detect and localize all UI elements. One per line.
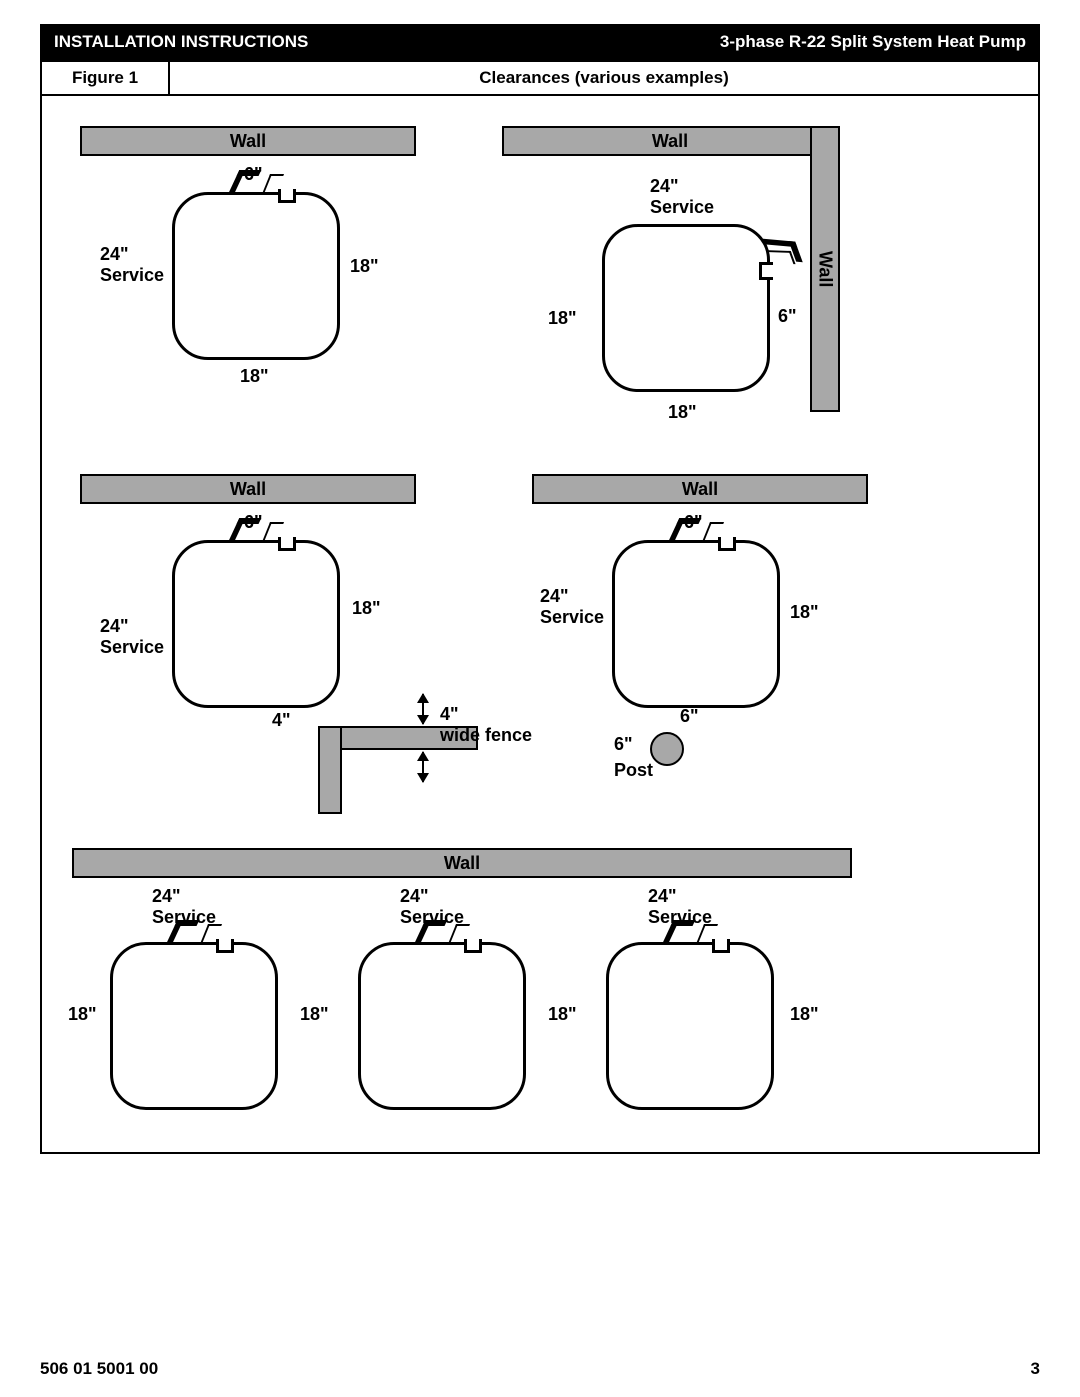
unit-notch-icon <box>759 262 773 280</box>
hvac-unit <box>172 192 340 360</box>
clearance-label: 6" <box>614 734 633 755</box>
unit-body <box>612 540 780 708</box>
clearance-label: 18" <box>352 598 381 619</box>
dimension-arrow-icon <box>422 694 424 724</box>
service-label: Service <box>100 637 164 657</box>
service-label: Service <box>540 607 604 627</box>
clearance-label: 24" Service <box>648 886 712 928</box>
wall-label: Wall <box>230 131 266 152</box>
wall-bar: Wall <box>502 126 838 156</box>
hvac-unit <box>606 942 774 1110</box>
clearance-label: 18" <box>548 308 577 329</box>
clearance-label: 6" <box>778 306 797 327</box>
unit-notch-icon <box>464 939 482 953</box>
hvac-unit <box>110 942 278 1110</box>
wide-fence-label: wide fence <box>440 725 532 745</box>
unit-notch-icon <box>216 939 234 953</box>
unit-notch-icon <box>718 537 736 551</box>
unit-notch-icon <box>278 537 296 551</box>
wall-bar: Wall <box>80 474 416 504</box>
wall-bar: Wall <box>80 126 416 156</box>
header-left: INSTALLATION INSTRUCTIONS <box>54 32 308 52</box>
fence-bar <box>318 726 342 814</box>
clearance-label: 18" <box>548 1004 577 1025</box>
figure-caption: Clearances (various examples) <box>170 62 1038 94</box>
clearance-label: 24" Service <box>152 886 216 928</box>
wall-label: Wall <box>682 479 718 500</box>
clearance-label: 24" Service <box>400 886 464 928</box>
wall-bar-vertical: Wall <box>810 126 840 412</box>
clearance-label: 18" <box>300 1004 329 1025</box>
service-label: Service <box>650 197 714 217</box>
wall-label: Wall <box>230 479 266 500</box>
page-header-bar: INSTALLATION INSTRUCTIONS 3-phase R-22 S… <box>40 24 1040 60</box>
clearance-label: 6" <box>244 164 263 185</box>
figure-body: Wall 6" 24" Service 18" 18" Wall Wall <box>40 94 1040 1154</box>
hvac-unit <box>612 540 780 708</box>
doc-number: 506 01 5001 00 <box>40 1359 158 1379</box>
page-footer: 506 01 5001 00 3 <box>40 1359 1040 1379</box>
clearance-label: 6" <box>244 512 263 533</box>
service-label: Service <box>648 907 712 927</box>
hvac-unit <box>602 224 770 392</box>
unit-body <box>172 540 340 708</box>
clearance-label: 18" <box>68 1004 97 1025</box>
service-label: Service <box>400 907 464 927</box>
wall-bar: Wall <box>72 848 852 878</box>
service-label: Service <box>152 907 216 927</box>
clearance-label: 4" wide fence <box>440 704 532 746</box>
hvac-unit <box>172 540 340 708</box>
clearance-label: 24" Service <box>100 244 164 286</box>
unit-body <box>602 224 770 392</box>
clearance-label: 18" <box>790 1004 819 1025</box>
unit-notch-icon <box>712 939 730 953</box>
post-icon <box>650 732 684 766</box>
clearance-label: 24" Service <box>650 176 714 218</box>
clearance-label: 24" Service <box>540 586 604 628</box>
clearance-label: 18" <box>668 402 697 423</box>
page: INSTALLATION INSTRUCTIONS 3-phase R-22 S… <box>0 0 1080 1397</box>
unit-body <box>358 942 526 1110</box>
clearance-label: 6" <box>680 706 699 727</box>
clearance-label: 6" <box>684 512 703 533</box>
unit-body <box>172 192 340 360</box>
clearance-label: 18" <box>790 602 819 623</box>
clearance-label: 18" <box>350 256 379 277</box>
unit-body <box>606 942 774 1110</box>
hvac-unit <box>358 942 526 1110</box>
wall-label: Wall <box>652 131 688 152</box>
clearance-label: 18" <box>240 366 269 387</box>
unit-notch-icon <box>278 189 296 203</box>
page-number: 3 <box>1031 1359 1040 1379</box>
service-label: Service <box>100 265 164 285</box>
wall-label: Wall <box>815 251 836 287</box>
wall-label: Wall <box>444 853 480 874</box>
clearance-label: 4" <box>272 710 291 731</box>
header-right: 3-phase R-22 Split System Heat Pump <box>720 32 1026 52</box>
figure-header-row: Figure 1 Clearances (various examples) <box>40 60 1040 94</box>
unit-body <box>110 942 278 1110</box>
post-label: Post <box>614 760 653 781</box>
wall-bar: Wall <box>532 474 868 504</box>
figure-number: Figure 1 <box>42 62 170 94</box>
dimension-arrow-icon <box>422 752 424 782</box>
clearance-label: 24" Service <box>100 616 164 658</box>
